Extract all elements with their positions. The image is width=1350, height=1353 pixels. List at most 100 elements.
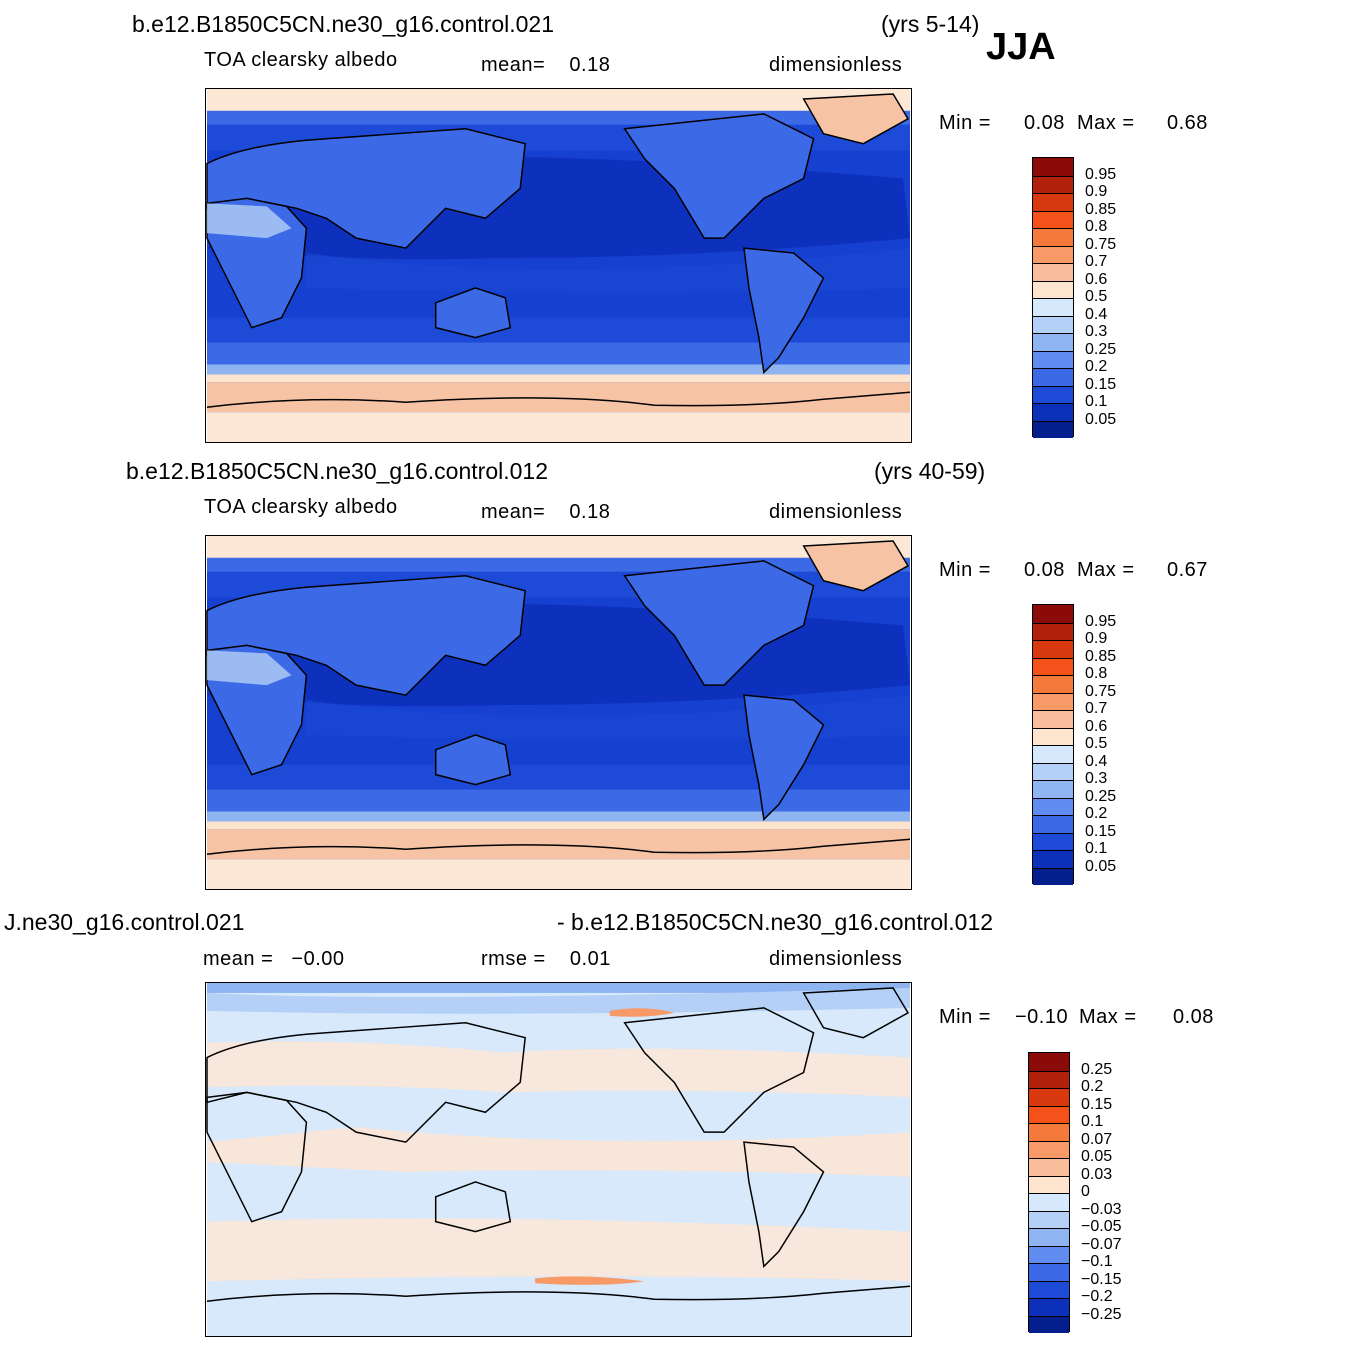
panel2-map <box>205 535 912 890</box>
panel2-variable: TOA clearsky albedo <box>204 496 398 518</box>
antarctic-peach-band <box>206 382 911 413</box>
colorbar-tick-label: 0.6 <box>1085 270 1108 288</box>
colorbar-tick-label: 0.15 <box>1085 375 1117 393</box>
panel2-case-title: b.e12.B1850C5CN.ne30_g16.control.012 <box>126 458 548 484</box>
panel1-units: dimensionless <box>769 54 903 76</box>
panel3-min-label: Min = <box>939 1006 991 1028</box>
colorbar-tick-label: 0.2 <box>1085 358 1108 375</box>
panel3-max-value: 0.08 <box>1173 1006 1214 1028</box>
panel3-map <box>205 982 912 1337</box>
colorbar-tick-label: −0.25 <box>1081 1305 1122 1323</box>
colorbar-tick-label: 0.5 <box>1085 288 1108 305</box>
colorbar-swatch <box>1033 245 1073 263</box>
australia <box>434 734 512 786</box>
colorbar-tick-label: 0.95 <box>1085 612 1117 630</box>
colorbar-tick-label: −0.05 <box>1081 1218 1122 1235</box>
colorbar-swatch <box>1029 1245 1069 1263</box>
colorbar-swatch <box>1033 850 1073 868</box>
colorbar-swatch <box>1029 1070 1069 1088</box>
north-america <box>623 113 815 239</box>
colorbar-tick-label: −0.2 <box>1081 1288 1113 1305</box>
colorbar-swatch <box>1033 797 1073 815</box>
australia <box>434 1181 512 1233</box>
colorbar-tick-label: −0.07 <box>1081 1235 1122 1253</box>
colorbar-swatch <box>1029 1193 1069 1211</box>
colorbar-tick-label: 0.85 <box>1085 200 1117 218</box>
colorbar-tick-label: 0.9 <box>1085 183 1108 200</box>
colorbar-tick-label: −0.15 <box>1081 1270 1122 1288</box>
colorbar-swatch <box>1029 1123 1069 1141</box>
panel1-min-value: 0.08 <box>1024 112 1065 134</box>
colorbar-tick-label: −0.1 <box>1081 1253 1113 1270</box>
colorbar-swatch <box>1033 605 1073 623</box>
eurasia <box>206 575 527 696</box>
colorbar-tick-label: 0.05 <box>1081 1148 1113 1165</box>
antarctica-coast <box>206 1285 911 1302</box>
colorbar-swatch <box>1033 315 1073 333</box>
panel2-mean: mean= 0.18 <box>481 501 611 523</box>
colorbar-swatch <box>1029 1263 1069 1281</box>
panel2-max-value: 0.67 <box>1167 559 1208 581</box>
colorbar-tick-label: 0.75 <box>1085 682 1117 700</box>
colorbar-swatch <box>1033 333 1073 351</box>
colorbar-swatch <box>1033 298 1073 316</box>
colorbar-tick-label: 0.8 <box>1085 218 1108 235</box>
colorbar-tick-label: 0.1 <box>1081 1113 1104 1130</box>
colorbar-swatch <box>1033 210 1073 228</box>
panel1-mean: mean= 0.18 <box>481 54 611 76</box>
colorbar-swatch <box>1033 158 1073 176</box>
colorbar-swatch <box>1033 675 1073 693</box>
colorbar-swatch <box>1033 175 1073 193</box>
panel3-colorbar <box>1028 1052 1070 1333</box>
australia <box>434 287 512 339</box>
panel2-min-label: Min = <box>939 559 991 581</box>
colorbar-swatch <box>1033 385 1073 403</box>
colorbar-swatch <box>1033 350 1073 368</box>
panel2-max-label: Max = <box>1077 559 1135 581</box>
colorbar-swatch <box>1033 815 1073 833</box>
colorbar-swatch <box>1033 867 1073 885</box>
colorbar-tick-label: 0.7 <box>1085 700 1108 717</box>
colorbar-swatch <box>1029 1210 1069 1228</box>
colorbar-tick-label: 0.95 <box>1085 165 1117 183</box>
colorbar-swatch <box>1033 657 1073 675</box>
eurasia <box>206 1022 527 1143</box>
north-america <box>623 1007 815 1133</box>
colorbar-tick-label: 0.25 <box>1085 340 1117 358</box>
colorbar-tick-label: 0.2 <box>1081 1078 1104 1095</box>
panel2-min-value: 0.08 <box>1024 559 1065 581</box>
panel2-units: dimensionless <box>769 501 903 523</box>
colorbar-tick-label: 0.3 <box>1085 770 1108 787</box>
colorbar-swatch <box>1029 1175 1069 1193</box>
colorbar-tick-label: 0.4 <box>1085 305 1108 323</box>
arctic-cream-band <box>206 89 911 111</box>
colorbar-tick-label: 0.6 <box>1085 717 1108 735</box>
colorbar-swatch <box>1029 1053 1069 1071</box>
colorbar-swatch <box>1033 368 1073 386</box>
colorbar-tick-label: 0.8 <box>1085 665 1108 682</box>
colorbar-swatch <box>1033 622 1073 640</box>
panel1-years: (yrs 5-14) <box>881 11 980 37</box>
panel3-rmse: rmse = 0.01 <box>481 948 611 970</box>
colorbar-tick-label: −0.03 <box>1081 1200 1122 1218</box>
colorbar-tick-label: 0.15 <box>1081 1095 1113 1113</box>
colorbar-tick-label: 0.75 <box>1085 235 1117 253</box>
colorbar-swatch <box>1029 1140 1069 1158</box>
season-label: JJA <box>986 26 1056 68</box>
colorbar-tick-label: 0.5 <box>1085 735 1108 752</box>
south-america <box>743 247 825 374</box>
colorbar-tick-label: 0.15 <box>1085 822 1117 840</box>
greenland <box>802 93 910 145</box>
colorbar-tick-label: 0.25 <box>1081 1060 1113 1078</box>
colorbar-swatch <box>1029 1228 1069 1246</box>
panel1-case-title: b.e12.B1850C5CN.ne30_g16.control.021 <box>132 11 554 37</box>
colorbar-swatch <box>1033 727 1073 745</box>
colorbar-tick-label: 0.07 <box>1081 1130 1113 1148</box>
colorbar-swatch <box>1033 420 1073 438</box>
panel1-max-value: 0.68 <box>1167 112 1208 134</box>
colorbar-swatch <box>1033 193 1073 211</box>
greenland <box>802 540 910 592</box>
eurasia <box>206 128 527 249</box>
panel1-map <box>205 88 912 443</box>
greenland <box>802 987 910 1039</box>
